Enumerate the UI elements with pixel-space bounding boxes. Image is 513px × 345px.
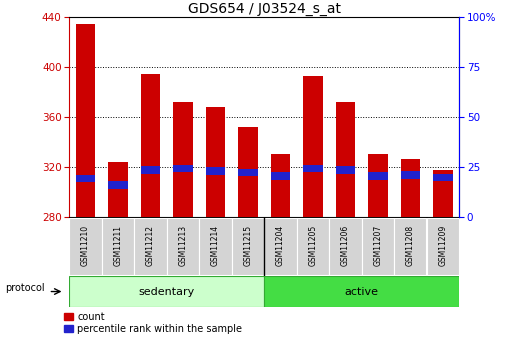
Bar bbox=[368, 154, 388, 217]
Text: GSM11210: GSM11210 bbox=[81, 225, 90, 266]
Text: protocol: protocol bbox=[6, 284, 45, 293]
FancyBboxPatch shape bbox=[102, 218, 134, 275]
Bar bbox=[173, 102, 193, 217]
Bar bbox=[271, 172, 290, 180]
Bar bbox=[238, 169, 258, 176]
Text: GSM11205: GSM11205 bbox=[308, 225, 318, 266]
Bar bbox=[173, 165, 193, 172]
Bar bbox=[76, 23, 95, 217]
Bar bbox=[368, 172, 388, 180]
Bar bbox=[108, 162, 128, 217]
Bar bbox=[141, 73, 160, 217]
Bar bbox=[76, 175, 95, 182]
Bar bbox=[141, 166, 160, 174]
Bar bbox=[238, 127, 258, 217]
Bar bbox=[206, 167, 225, 175]
Bar bbox=[401, 171, 420, 179]
FancyBboxPatch shape bbox=[232, 218, 264, 275]
Bar bbox=[108, 181, 128, 189]
FancyBboxPatch shape bbox=[134, 218, 167, 275]
FancyBboxPatch shape bbox=[69, 276, 264, 307]
Bar bbox=[401, 159, 420, 217]
Bar bbox=[433, 174, 452, 181]
Text: GSM11213: GSM11213 bbox=[179, 225, 187, 266]
Text: sedentary: sedentary bbox=[139, 287, 195, 296]
Bar bbox=[206, 107, 225, 217]
Bar bbox=[336, 102, 355, 217]
FancyBboxPatch shape bbox=[297, 218, 329, 275]
FancyBboxPatch shape bbox=[264, 218, 297, 275]
Text: GSM11212: GSM11212 bbox=[146, 225, 155, 266]
FancyBboxPatch shape bbox=[329, 218, 362, 275]
FancyBboxPatch shape bbox=[264, 276, 459, 307]
Text: active: active bbox=[345, 287, 379, 296]
FancyBboxPatch shape bbox=[427, 218, 459, 275]
FancyBboxPatch shape bbox=[200, 218, 231, 275]
FancyBboxPatch shape bbox=[394, 218, 426, 275]
Text: GSM11211: GSM11211 bbox=[113, 225, 123, 266]
FancyBboxPatch shape bbox=[167, 218, 199, 275]
FancyBboxPatch shape bbox=[362, 218, 394, 275]
Bar bbox=[433, 170, 452, 217]
Bar bbox=[303, 76, 323, 217]
Text: GSM11208: GSM11208 bbox=[406, 225, 415, 266]
Bar bbox=[303, 165, 323, 172]
Text: GSM11206: GSM11206 bbox=[341, 225, 350, 266]
FancyBboxPatch shape bbox=[69, 218, 102, 275]
Text: GSM11207: GSM11207 bbox=[373, 225, 382, 266]
Text: GSM11215: GSM11215 bbox=[244, 225, 252, 266]
Text: GSM11204: GSM11204 bbox=[276, 225, 285, 266]
Text: GSM11214: GSM11214 bbox=[211, 225, 220, 266]
Bar bbox=[271, 154, 290, 217]
Bar bbox=[336, 166, 355, 174]
Text: GSM11209: GSM11209 bbox=[439, 225, 447, 266]
Title: GDS654 / J03524_s_at: GDS654 / J03524_s_at bbox=[188, 2, 341, 16]
Legend: count, percentile rank within the sample: count, percentile rank within the sample bbox=[64, 312, 243, 334]
